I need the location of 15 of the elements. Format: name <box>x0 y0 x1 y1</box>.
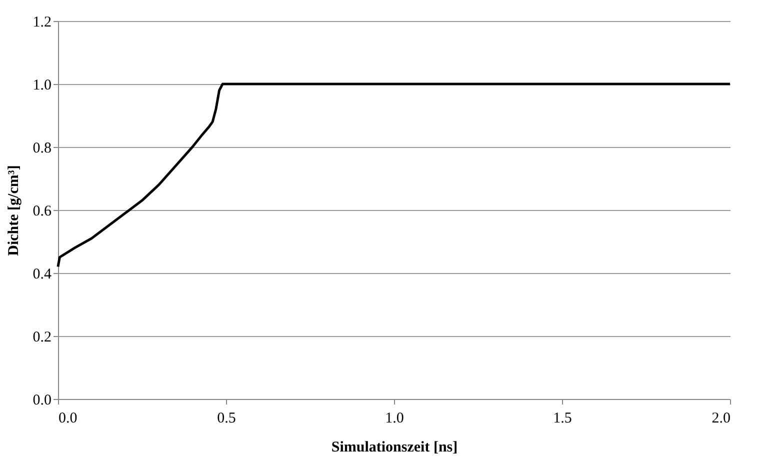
y-tick-label: 0.2 <box>32 330 52 346</box>
y-tick-label: 0.4 <box>32 266 52 282</box>
y-tick-label: 1.2 <box>32 14 52 30</box>
y-tick-label: 1.0 <box>32 78 52 94</box>
x-tick-label: 0.5 <box>217 410 236 426</box>
x-tick-label: 1.5 <box>553 410 572 426</box>
y-tick-label: 0.0 <box>32 392 52 408</box>
y-tick-label: 0.6 <box>32 204 52 220</box>
x-tick-label: 2.0 <box>712 410 730 426</box>
line-series <box>56 82 732 268</box>
x-tick-label: 1.0 <box>385 410 404 426</box>
y-tick-label: 0.8 <box>32 140 52 156</box>
y-axis-title: Dichte [g/cm³] <box>6 165 22 256</box>
x-axis-title: Simulationszeit [ns] <box>331 440 458 456</box>
x-tick-label: 0.0 <box>58 410 78 426</box>
